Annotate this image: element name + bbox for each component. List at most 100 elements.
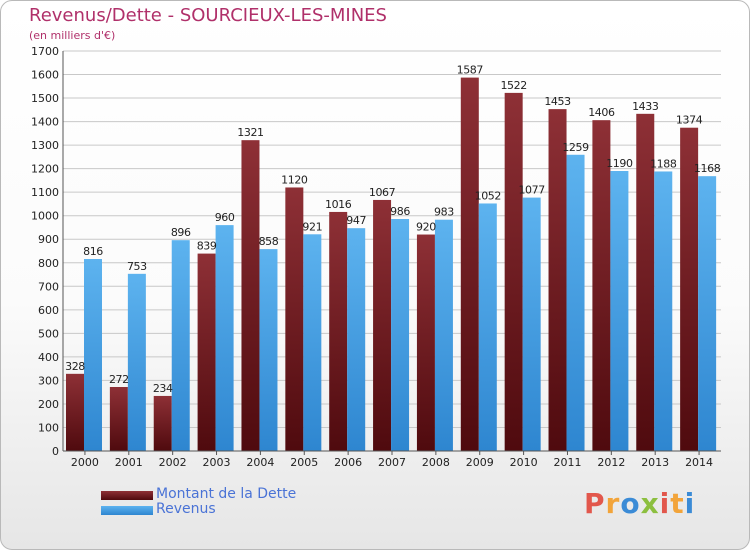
bar-dette (285, 187, 304, 451)
data-label-revenus: 986 (390, 205, 410, 218)
x-tick-label: 2013 (641, 456, 669, 469)
x-tick-label: 2004 (246, 456, 274, 469)
bar-revenus (522, 197, 541, 451)
data-label-dette: 1453 (544, 95, 571, 108)
x-tick-label: 2000 (71, 456, 99, 469)
x-tick-label: 2009 (466, 456, 494, 469)
data-label-revenus: 858 (259, 235, 279, 248)
data-label-revenus: 1168 (694, 162, 721, 175)
y-tick-label: 0 (52, 445, 59, 458)
data-label-dette: 1406 (588, 106, 615, 119)
legend-swatch-revenus (101, 506, 153, 515)
logo-letter: r (605, 487, 621, 520)
bar-dette (329, 211, 348, 451)
data-label-dette: 1374 (676, 114, 703, 127)
bar-dette (153, 395, 172, 451)
bar-revenus (654, 171, 673, 451)
data-label-dette: 1016 (325, 198, 352, 211)
y-tick-label: 700 (38, 280, 59, 293)
data-label-dette: 1067 (369, 186, 396, 199)
logo-letter: P (584, 487, 606, 520)
legend-label-debt: Montant de la Dette (156, 486, 297, 502)
data-labels: 3288162727532348968399601321858112092110… (65, 64, 721, 395)
bar-revenus (303, 234, 322, 451)
chart-title: Revenus/Dette - SOURCIEUX-LES-MINES (29, 5, 387, 26)
logo-letter: i (659, 487, 671, 520)
x-tick-label: 2008 (422, 456, 450, 469)
y-tick-label: 1700 (31, 45, 59, 58)
y-tick-label: 600 (38, 304, 59, 317)
data-label-revenus: 1077 (518, 184, 545, 197)
data-label-dette: 1120 (281, 173, 308, 186)
x-tick-label: 2005 (290, 456, 318, 469)
bar-dette (109, 387, 128, 451)
bar-revenus (171, 240, 190, 451)
x-tick-label: 2006 (334, 456, 362, 469)
data-label-dette: 839 (197, 240, 217, 253)
bar-revenus (391, 219, 410, 451)
legend-swatch-debt (101, 491, 153, 500)
data-label-revenus: 1188 (650, 157, 677, 170)
bar-revenus (698, 176, 717, 452)
y-tick-label: 1200 (31, 163, 59, 176)
bar-dette (66, 373, 84, 451)
y-tick-label: 1600 (31, 69, 59, 82)
data-label-dette: 328 (65, 360, 85, 373)
x-tick-label: 2011 (553, 456, 581, 469)
bar-dette (636, 113, 655, 451)
bar-dette (504, 92, 523, 451)
data-label-dette: 1522 (500, 79, 526, 92)
y-tick-label: 200 (38, 398, 59, 411)
bar-revenus (127, 273, 146, 451)
y-tick-label: 1300 (31, 139, 59, 152)
data-label-revenus: 1052 (475, 189, 501, 202)
y-tick-label: 400 (38, 351, 59, 364)
bar-revenus (478, 203, 497, 451)
data-label-revenus: 896 (171, 226, 191, 239)
y-tick-label: 1100 (31, 186, 59, 199)
y-tick-label: 1500 (31, 92, 59, 105)
data-label-revenus: 921 (302, 220, 322, 233)
data-label-revenus: 816 (83, 245, 103, 258)
data-label-dette: 1433 (632, 100, 659, 113)
bar-dette (460, 77, 479, 452)
x-tick-label: 2002 (159, 456, 187, 469)
y-tick-label: 300 (38, 374, 59, 387)
bar-dette (241, 140, 260, 452)
bar-dette (680, 127, 699, 452)
y-tick-label: 500 (38, 327, 59, 340)
proxiti-logo: Proxiti (584, 487, 695, 520)
data-label-dette: 272 (109, 373, 129, 386)
bar-revenus (84, 259, 102, 451)
data-label-revenus: 960 (215, 211, 235, 224)
bar-dette (592, 120, 611, 452)
bar-revenus (347, 228, 366, 451)
logo-letter: x (640, 487, 660, 520)
bar-revenus (259, 249, 278, 451)
bar-dette (373, 199, 392, 451)
data-label-dette: 1587 (457, 64, 484, 77)
data-label-dette: 1321 (237, 126, 263, 139)
bar-revenus (215, 225, 234, 451)
y-tick-label: 100 (38, 421, 59, 434)
logo-letter: t (670, 487, 685, 520)
bar-dette (416, 234, 435, 451)
logo-letter: o (620, 487, 641, 520)
y-tick-label: 800 (38, 257, 59, 270)
x-tick-label: 2012 (597, 456, 625, 469)
logo-letter: i (684, 487, 696, 520)
x-tick-label: 2001 (115, 456, 143, 469)
bar-revenus (566, 154, 585, 451)
bars (66, 77, 717, 452)
legend-label-revenus: Revenus (156, 501, 216, 517)
x-tick-label: 2007 (378, 456, 406, 469)
bar-dette (197, 253, 216, 451)
data-label-revenus: 947 (346, 214, 366, 227)
bar-revenus (434, 219, 453, 451)
x-tick-label: 2010 (510, 456, 538, 469)
x-tick-label: 2003 (203, 456, 231, 469)
data-label-revenus: 1190 (606, 157, 633, 170)
axes: 0 100 200 300 400 500 600 700 800 900 1000 1100 1200… (31, 45, 721, 469)
data-label-revenus: 753 (127, 260, 147, 273)
